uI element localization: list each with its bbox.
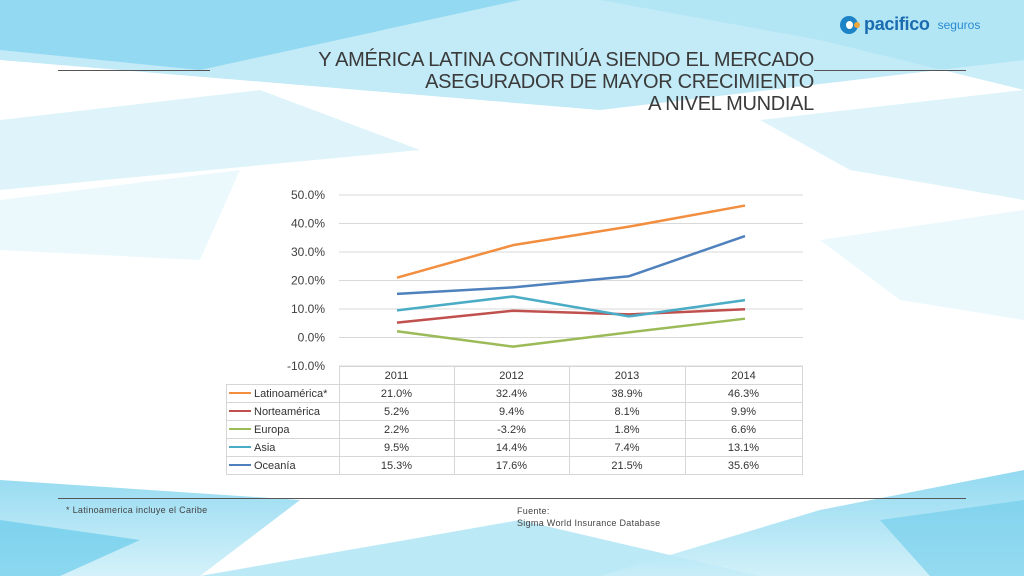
title-rule-right (814, 70, 966, 71)
data-label: 5.2% (338, 402, 455, 421)
title-rule-left (58, 70, 210, 71)
legend-label: Latinoamérica* (254, 387, 328, 400)
legend-label: Europa (254, 423, 290, 436)
footer-source: Fuente: Sigma World Insurance Database (517, 505, 660, 529)
y-tick-label: 20.0% (291, 274, 325, 288)
x-tick-label: 2011 (338, 366, 455, 385)
data-label: 14.4% (453, 438, 570, 457)
data-label: 1.8% (568, 420, 686, 439)
legend-entry: Europa (226, 420, 340, 439)
x-tick-label: 2012 (453, 366, 570, 385)
slide-title-line-1: Y AMÉRICA LATINA CONTINÚA SIENDO EL MERC… (318, 49, 814, 71)
pacifico-logo-icon (840, 15, 860, 34)
y-tick-label: -10.0% (287, 359, 325, 373)
legend-key-icon (229, 463, 251, 466)
data-label: 38.9% (568, 384, 686, 403)
table-corner (227, 367, 340, 385)
data-label: 13.1% (684, 438, 803, 457)
y-tick-label: 0.0% (298, 331, 326, 345)
data-label: 17.6% (453, 456, 570, 475)
series-line-2 (396, 317, 746, 348)
legend-label: Asia (254, 441, 276, 454)
legend-key-icon (229, 445, 251, 448)
data-label: 8.1% (568, 402, 686, 421)
slide-title-line-2: ASEGURADOR DE MAYOR CRECIMIENTO (425, 71, 814, 93)
data-label: 2.2% (338, 420, 455, 439)
slide-title-line-3: A NIVEL MUNDIAL (648, 93, 814, 115)
y-tick-label: 40.0% (291, 217, 325, 231)
series-line-1 (396, 308, 746, 324)
x-tick-label: 2014 (684, 366, 803, 385)
legend-entry: Norteamérica (226, 402, 340, 421)
data-label: 32.4% (453, 384, 570, 403)
slide-title: Y AMÉRICA LATINA CONTINÚA SIENDO EL MERC… (214, 49, 814, 115)
chart-data-table: 2011 2012 2013 2014 Latinoamérica* 21.0% 32.4%… (226, 366, 803, 475)
source-label: Fuente: (517, 506, 550, 516)
legend-entry: Latinoamérica* (226, 384, 340, 403)
series-line-3 (396, 295, 746, 318)
data-label: 9.5% (338, 438, 455, 457)
x-tick-label: 2013 (568, 366, 686, 385)
table-row: Latinoamérica* 21.0% 32.4% 38.9% 46.3% (226, 384, 803, 403)
data-label: 21.5% (568, 456, 686, 475)
legend-label: Oceanía (254, 459, 296, 472)
pacifico-logo: pacifico seguros (840, 14, 980, 35)
y-tick-label: 10.0% (291, 302, 325, 316)
legend-entry: Asia (226, 438, 340, 457)
data-label: -3.2% (453, 420, 570, 439)
legend-entry: Oceanía (226, 456, 340, 475)
series-line-0 (396, 204, 746, 279)
table-header-row: 2011 2012 2013 2014 (227, 366, 803, 385)
source-text: Sigma World Insurance Database (517, 518, 661, 528)
legend-key-icon (229, 427, 251, 430)
y-tick-label: 50.0% (291, 188, 325, 202)
data-label: 35.6% (684, 456, 803, 475)
data-label: 46.3% (684, 384, 803, 403)
legend-key-icon (229, 391, 251, 394)
legend-key-icon (229, 409, 251, 412)
series-line-4 (396, 234, 746, 296)
y-tick-label: 30.0% (291, 245, 325, 259)
table-row: Asia 9.5% 14.4% 7.4% 13.1% (226, 438, 803, 457)
data-label: 9.9% (684, 402, 803, 421)
footer-note: * Latinoamerica incluye el Caribe (66, 505, 208, 515)
footer-rule (58, 498, 966, 499)
table-row: Europa 2.2% -3.2% 1.8% 6.6% (226, 420, 803, 439)
data-label: 6.6% (684, 420, 803, 439)
data-label: 21.0% (338, 384, 455, 403)
logo-brand-name: pacifico (864, 14, 930, 34)
data-label: 7.4% (568, 438, 686, 457)
table-row: Norteamérica 5.2% 9.4% 8.1% 9.9% (226, 402, 803, 421)
data-label: 15.3% (338, 456, 455, 475)
table-row: Oceanía 15.3% 17.6% 21.5% 35.6% (226, 456, 803, 475)
logo-brand-suffix: seguros (937, 17, 981, 32)
legend-label: Norteamérica (254, 405, 321, 418)
data-label: 9.4% (453, 402, 570, 421)
